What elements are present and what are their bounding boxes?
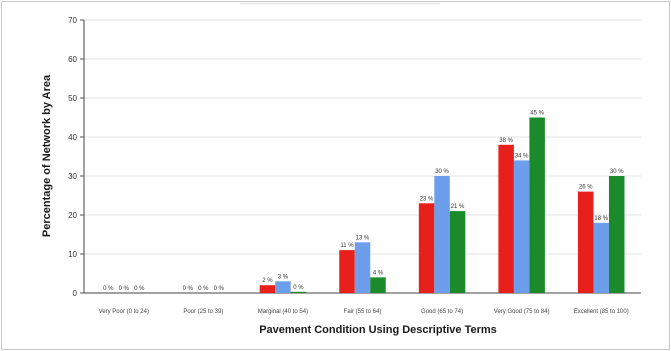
data-label: 0 % xyxy=(103,286,114,292)
x-axis-title: Pavement Condition Using Descriptive Ter… xyxy=(259,324,497,336)
top-strip xyxy=(240,0,440,4)
bars xyxy=(259,117,625,293)
y-tick-label: 40 xyxy=(68,133,77,142)
bar xyxy=(354,242,371,293)
bar xyxy=(339,250,355,293)
data-label: 4 % xyxy=(373,270,384,276)
bar xyxy=(577,191,594,293)
data-label: 0 % xyxy=(134,286,145,292)
y-tick-label: 30 xyxy=(68,172,77,181)
bar xyxy=(418,203,435,293)
bar xyxy=(529,117,545,293)
y-tick-label: 0 xyxy=(73,289,78,298)
gridlines xyxy=(84,19,641,255)
data-label: 0 % xyxy=(214,286,225,292)
data-label: 23 % xyxy=(420,196,434,202)
category-labels: Very Poor (0 to 24) Poor (25 to 39) Margin… xyxy=(99,309,629,315)
bar xyxy=(434,176,450,293)
y-tick-labels: 0 10 20 30 40 50 60 70 xyxy=(68,16,77,298)
category-label: Poor (25 to 39) xyxy=(183,309,223,315)
y-tick-label: 60 xyxy=(68,55,77,64)
category-label: Excellent (85 to 100) xyxy=(574,309,629,315)
y-tick-label: 20 xyxy=(68,211,77,220)
category-label: Fair (55 to 64) xyxy=(344,309,382,315)
category-label: Good (65 to 74) xyxy=(421,309,463,315)
data-label: 0 % xyxy=(183,286,194,292)
data-label: 11 % xyxy=(340,243,354,249)
category-label: Very Poor (0 to 24) xyxy=(99,309,149,315)
y-axis-title: Percentage of Network by Area xyxy=(41,74,53,237)
y-tick-label: 10 xyxy=(68,250,77,259)
data-label: 26 % xyxy=(579,185,593,191)
data-label: 2 % xyxy=(262,278,273,284)
data-label: 18 % xyxy=(594,216,608,222)
data-label: 3 % xyxy=(278,274,289,280)
bar xyxy=(275,281,291,293)
data-label: 0 % xyxy=(198,286,209,292)
bar xyxy=(593,222,609,293)
y-tick-label: 70 xyxy=(68,16,77,25)
bar xyxy=(259,285,276,293)
data-label: 13 % xyxy=(356,235,370,241)
bar xyxy=(370,277,386,293)
data-labels: 0 % 0 % 0 % 0 % 0 % 0 % 2 % 3 % 0 % 11 %13 % 4 % 23… xyxy=(103,111,624,293)
data-label: 21 % xyxy=(451,204,465,210)
data-label: 34 % xyxy=(515,153,529,159)
data-label: 0 % xyxy=(293,285,304,291)
bar xyxy=(608,176,625,293)
data-label: 45 % xyxy=(530,111,544,117)
y-tick-label: 50 xyxy=(68,94,77,103)
bar xyxy=(290,291,307,293)
data-label: 0 % xyxy=(119,286,130,292)
category-label: Very Good (75 to 84) xyxy=(494,309,550,315)
bar xyxy=(449,211,466,293)
data-label: 38 % xyxy=(499,138,513,144)
category-label: Marginal (40 to 54) xyxy=(258,309,308,315)
bar xyxy=(513,160,530,293)
bar xyxy=(498,144,514,293)
data-label: 30 % xyxy=(610,169,624,175)
data-label: 30 % xyxy=(435,169,449,175)
